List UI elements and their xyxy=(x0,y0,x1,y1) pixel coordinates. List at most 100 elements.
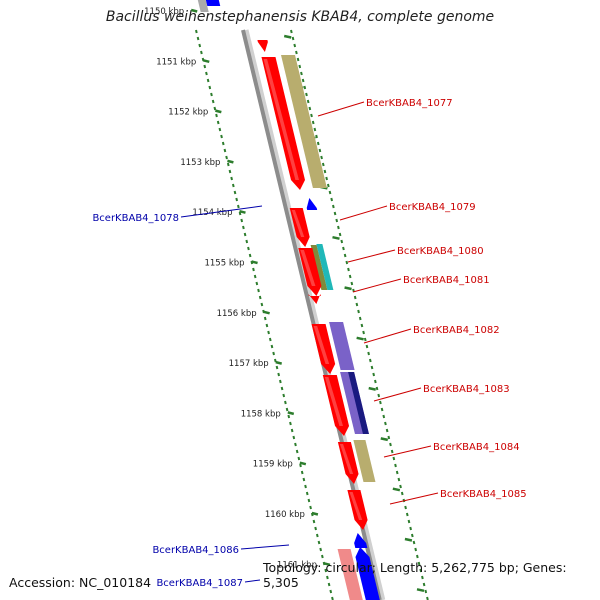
outer-ring-dot xyxy=(375,386,379,391)
scale-tick-label: 1151 kbp xyxy=(156,57,196,67)
outer-ring-dot xyxy=(409,526,412,531)
outer-ring-dot xyxy=(358,316,362,321)
outer-ring-dot xyxy=(405,512,409,517)
label-leader-line xyxy=(363,328,412,344)
inner-ring-dot xyxy=(294,442,297,447)
inner-ring-dot xyxy=(321,554,324,559)
scale-tick-label: 1158 kbp xyxy=(241,409,281,419)
scale-tick xyxy=(202,59,210,64)
gene-arrow-top xyxy=(205,0,221,6)
outer-ring-dot xyxy=(328,190,332,195)
scale-tick-label: 1155 kbp xyxy=(204,259,244,269)
outer-ring-dot xyxy=(379,400,382,405)
gene-arrow-small xyxy=(257,40,268,52)
inner-ring-dot xyxy=(287,414,291,419)
outer-ring-dot xyxy=(301,78,305,83)
inner-ring-dot xyxy=(240,218,244,223)
inner-ring-dot xyxy=(225,155,228,160)
inner-ring-dot xyxy=(243,232,247,237)
inner-ring-dot xyxy=(272,351,275,356)
label-leader-line xyxy=(240,544,290,550)
outer-ring-dot xyxy=(377,393,381,398)
gene-arrow-1077-highlight xyxy=(263,59,299,180)
outer-ring-dot xyxy=(404,505,407,510)
inner-ring-dot xyxy=(289,421,292,426)
scale-tick xyxy=(283,34,292,39)
scale-tick-label: 1153 kbp xyxy=(180,158,220,168)
inner-ring-dot xyxy=(216,120,220,125)
inner-ring-dot xyxy=(257,288,260,293)
gene-arrow-small-2 xyxy=(308,294,321,304)
label-leader-line xyxy=(347,249,396,263)
inner-ring-dot xyxy=(206,78,210,83)
outer-ring-dot xyxy=(353,295,357,300)
outer-ring-dot xyxy=(338,232,342,237)
scale-tick xyxy=(239,209,246,214)
gene-label: BcerKBAB4_1084 xyxy=(433,442,520,453)
inner-ring-dot xyxy=(260,302,264,307)
scale-tick xyxy=(332,235,340,240)
inner-ring-dot xyxy=(280,386,284,391)
inner-ring-dot xyxy=(198,43,202,48)
outer-ring-dot xyxy=(300,71,303,76)
inner-ring-dot xyxy=(319,547,323,552)
inner-ring-dot xyxy=(265,323,269,328)
outer-ring-dot xyxy=(384,421,387,426)
outer-ring-dot xyxy=(395,470,399,475)
cds-bar-1084 xyxy=(353,440,376,482)
cds-bar-1082 xyxy=(329,322,355,370)
outer-ring-dot xyxy=(355,302,359,307)
outer-ring-dot xyxy=(291,36,295,41)
scale-tick-label: 1161 kbp xyxy=(277,560,317,570)
scale-tick xyxy=(416,588,425,593)
outer-ring-dot xyxy=(347,267,350,272)
inner-ring-dot xyxy=(317,540,321,545)
inner-ring-dot xyxy=(302,477,306,482)
outer-ring-dot xyxy=(326,183,330,188)
outer-ring-dot xyxy=(400,491,404,496)
outer-ring-dot xyxy=(421,575,424,580)
topology-label: Topology: circular; Length: 5,262,775 bp… xyxy=(263,560,567,590)
outer-ring-dot xyxy=(345,260,349,265)
outer-ring-dot xyxy=(407,519,411,524)
outer-ring-dot xyxy=(308,106,312,111)
gene-arrow-1080 xyxy=(298,248,322,296)
inner-ring-dot xyxy=(307,498,311,503)
outer-ring-dot xyxy=(337,225,340,230)
outer-ring-dot xyxy=(323,169,327,174)
inner-ring-dot xyxy=(245,239,249,244)
outer-ring-dot xyxy=(372,372,376,377)
inner-ring-dot xyxy=(263,316,267,321)
inner-ring-dot xyxy=(226,162,230,167)
scale-tick-label: 1152 kbp xyxy=(168,108,208,118)
outer-ring-dot xyxy=(357,309,360,314)
gene-label: BcerKBAB4_1079 xyxy=(389,202,476,213)
outer-ring-dot xyxy=(296,57,300,62)
inner-ring-dot xyxy=(282,393,286,398)
inner-ring-dot xyxy=(253,274,257,279)
outer-ring-dot xyxy=(340,239,344,244)
gene-arrow-1084-highlight xyxy=(339,444,354,474)
inner-ring-dot xyxy=(304,484,307,489)
inner-ring-dot xyxy=(285,407,289,412)
scale-tick xyxy=(275,360,283,365)
gene-arrow-1087 xyxy=(355,547,380,600)
inner-ring-dot xyxy=(203,64,207,69)
outer-ring-dot xyxy=(374,379,377,384)
gene-label: BcerKBAB4_1087 xyxy=(156,578,243,589)
outer-ring-dot xyxy=(363,337,367,342)
outer-ring-dot xyxy=(342,246,345,251)
scale-tick xyxy=(263,310,270,315)
outer-ring-dot xyxy=(315,134,318,139)
gene-arrow-1087-pink xyxy=(337,549,363,600)
inner-ring-dot xyxy=(267,330,270,335)
outer-ring-dot xyxy=(306,99,310,104)
outer-ring-dot xyxy=(293,43,297,48)
gene-arrow-1083-highlight xyxy=(324,377,344,426)
outer-ring-dot xyxy=(387,435,391,440)
gene-arrow-1085 xyxy=(347,490,368,530)
outer-ring-dot xyxy=(410,533,414,538)
inner-ring-dot xyxy=(248,253,252,258)
outer-ring-dot xyxy=(316,141,320,146)
scale-tick-label: 1156 kbp xyxy=(217,309,257,319)
